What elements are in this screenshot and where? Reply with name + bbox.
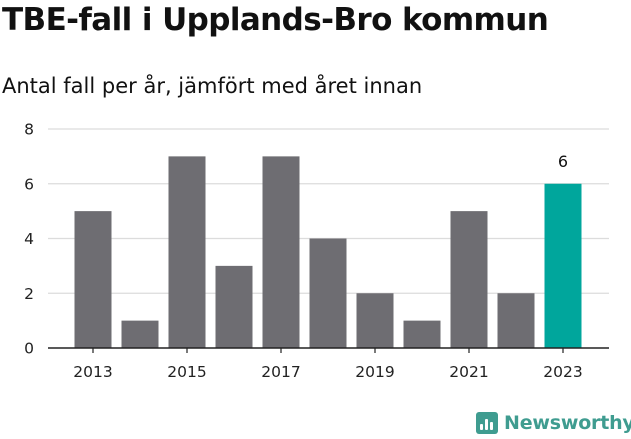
x-tick-label: 2021 <box>449 363 488 381</box>
bar <box>74 211 112 348</box>
x-tick-label: 2015 <box>167 363 206 381</box>
bar <box>168 156 206 348</box>
bar <box>450 211 488 348</box>
bar <box>356 293 394 348</box>
bar <box>215 265 253 348</box>
x-tick-label: 2013 <box>73 363 112 381</box>
x-tick-label: 2017 <box>261 363 300 381</box>
newsworthy-chart-icon <box>476 412 498 434</box>
x-tick-label: 2019 <box>355 363 394 381</box>
data-label: 6 <box>558 152 568 171</box>
bar <box>403 320 441 348</box>
y-tick-label: 0 <box>24 340 34 358</box>
y-tick-label: 8 <box>24 121 34 139</box>
chart-title: TBE-fall i Upplands-Bro kommun <box>2 2 549 38</box>
bar <box>121 320 159 348</box>
bar <box>544 183 582 348</box>
y-tick-label: 6 <box>24 175 34 193</box>
bar <box>309 238 347 348</box>
newsworthy-logo: Newsworthy <box>476 409 631 437</box>
y-tick-label: 4 <box>24 230 34 248</box>
bar <box>262 156 300 348</box>
bar <box>497 293 535 348</box>
brand-name: Newsworthy <box>504 412 631 434</box>
x-tick-label: 2023 <box>543 363 582 381</box>
y-tick-label: 2 <box>24 285 34 303</box>
chart-subtitle: Antal fall per år, jämfört med året inna… <box>2 74 423 98</box>
